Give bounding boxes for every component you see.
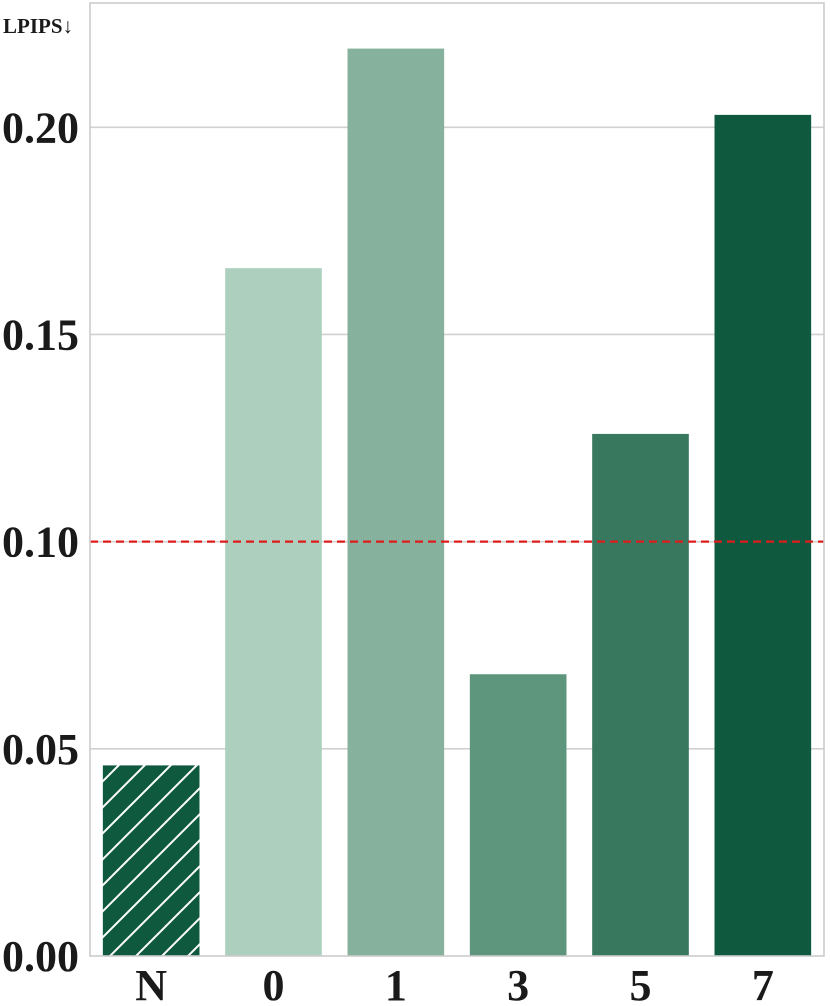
y-tick-label: 0.15 xyxy=(2,310,79,359)
x-tick-label: 5 xyxy=(630,961,652,1001)
x-tick-label: 1 xyxy=(385,961,407,1001)
bar-3 xyxy=(469,674,567,956)
bar-5 xyxy=(592,433,689,956)
x-tick-label: N xyxy=(135,961,167,1001)
y-axis-label: LPIPS↓ xyxy=(3,14,73,38)
plot-border xyxy=(89,2,825,957)
y-tick-label: 0.10 xyxy=(2,518,79,567)
bar-0 xyxy=(225,268,322,956)
bar-N xyxy=(102,765,200,956)
x-tick-label: 3 xyxy=(507,961,529,1001)
x-tick-label: 0 xyxy=(263,961,285,1001)
bars-layer xyxy=(102,48,812,957)
y-tick-label: 0.00 xyxy=(2,932,79,981)
plot-frame xyxy=(89,2,825,957)
bar-7 xyxy=(714,114,812,957)
bar-1 xyxy=(347,48,445,957)
y-tick-label: 0.05 xyxy=(2,725,79,774)
x-tick-label: 7 xyxy=(752,961,774,1001)
labels-layer: 0.00 0.05 0.10 0.15 0.20 N 0 1 3 5 7 LPIPS↓ xyxy=(2,14,774,1006)
y-tick-label: 0.20 xyxy=(2,103,79,152)
grid-layer xyxy=(90,126,824,750)
